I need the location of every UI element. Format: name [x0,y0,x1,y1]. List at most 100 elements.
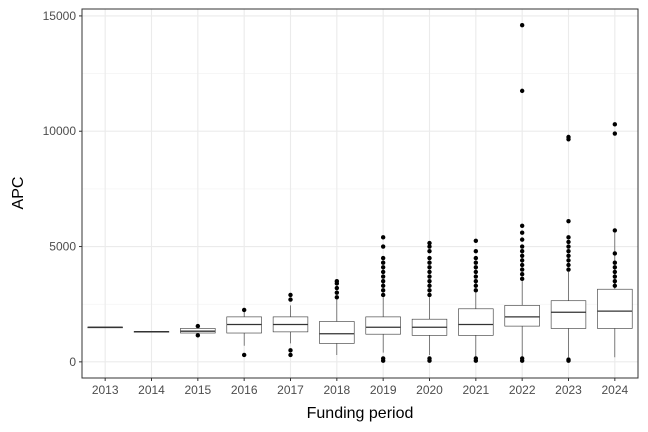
x-tick-label: 2020 [416,383,443,397]
outlier-point [566,258,571,263]
outlier-point [427,260,432,265]
box-2023 [550,134,587,363]
outlier-point [473,288,479,293]
box-2014 [133,330,170,333]
outlier-point [566,253,571,258]
y-tick-label: 10000 [43,124,77,138]
box-2013 [87,326,123,329]
outlier-point [380,274,386,279]
outlier-point [473,255,479,261]
outlier-point [612,131,618,136]
outlier-point [380,260,386,265]
outlier-point [519,267,525,272]
outlier-point [473,269,479,275]
outlier-point [288,297,293,302]
outlier-point [380,356,386,361]
outlier-point [380,244,386,249]
outlier-point [427,278,432,284]
outlier-point [612,274,618,279]
outlier-point [241,307,247,313]
outlier-point [519,88,525,94]
outlier-point [473,265,479,270]
outlier-point [473,260,479,265]
outlier-point [612,283,618,288]
y-axis-title: APC [10,177,27,210]
outlier-point [427,269,432,275]
outlier-point [519,272,525,277]
box-body [365,316,401,335]
outlier-point [334,285,340,291]
plot-panel [82,9,638,378]
outlier-point [427,292,432,298]
outlier-point [519,244,525,249]
outlier-point [427,356,432,361]
outlier-point [612,265,618,270]
outlier-point [519,230,525,235]
x-tick-label: 2014 [138,383,165,397]
outlier-point [427,255,432,261]
outlier-point [473,356,479,361]
box-2016 [226,307,262,358]
outlier-point [566,267,571,272]
box-2020 [411,240,448,363]
boxes [87,22,633,363]
outlier-point [473,278,479,284]
box-2015 [180,323,216,338]
x-tick-label: 2016 [231,383,258,397]
outlier-point [612,122,618,127]
y-tick-label: 5000 [49,240,76,254]
x-tick-label: 2015 [184,383,211,397]
outlier-point [334,295,340,300]
box-body [319,321,355,344]
outlier-point [519,22,525,28]
outlier-point [195,333,201,338]
outlier-point [380,288,386,293]
box-body [458,308,494,336]
outlier-point [334,278,340,284]
box-2024 [597,122,633,358]
outlier-point [519,223,525,228]
outlier-point [566,239,571,245]
outlier-point [566,262,571,268]
outlier-point [427,288,432,293]
outlier-point [566,235,571,240]
x-tick-label: 2022 [509,383,536,397]
outlier-point [473,238,479,243]
outlier-point [241,352,247,358]
x-tick-label: 2017 [277,383,304,397]
x-axis-ticks: 2013 2014 2015 2016 2017 2018 2019 2020 2021 2022… [92,378,629,397]
outlier-point [288,348,293,353]
x-axis-title: Funding period [307,405,414,422]
x-tick-label: 2018 [323,383,350,397]
outlier-point [612,260,618,265]
outlier-point [427,244,432,249]
outlier-point [334,290,340,295]
outlier-point [473,248,479,254]
outlier-point [519,356,525,361]
outlier-point [380,269,386,275]
outlier-point [519,237,525,242]
box-body [504,305,540,327]
outlier-point [566,357,571,362]
outlier-point [612,278,618,284]
outlier-point [288,352,293,358]
outlier-point [380,255,386,261]
plot-border [81,8,639,379]
x-tick-label: 2023 [555,383,582,397]
outlier-point [519,276,525,282]
outlier-point [519,262,525,268]
outlier-point [519,248,525,254]
x-tick-label: 2019 [370,383,397,397]
y-axis-ticks: 0 5000 10000 15000 [43,9,82,369]
x-tick-label: 2024 [601,383,628,397]
outlier-point [566,218,571,224]
outlier-point [427,240,432,246]
outlier-point [612,228,618,233]
box-2017 [272,292,309,358]
outlier-point [612,269,618,275]
outlier-point [427,274,432,279]
outlier-point [473,274,479,279]
outlier-point [380,278,386,284]
x-tick-label: 2013 [92,383,119,397]
